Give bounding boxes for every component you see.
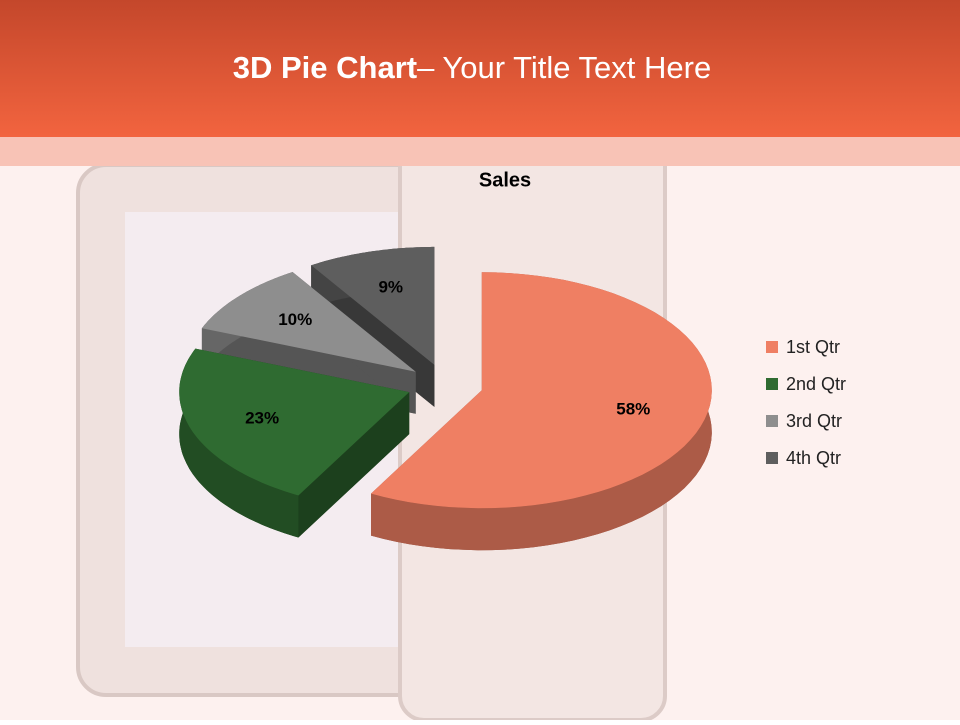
slide-title-rest: – Your Title Text Here	[417, 50, 711, 85]
pie-slice	[371, 272, 712, 509]
chart-title: Sales	[479, 169, 531, 191]
legend-label: 3rd Qtr	[786, 411, 842, 431]
legend-swatch	[766, 378, 778, 390]
legend-swatch	[766, 415, 778, 427]
pie: 9% 10% 58% 23%	[179, 246, 712, 551]
legend-label: 2nd Qtr	[786, 374, 846, 394]
legend-swatch	[766, 452, 778, 464]
pie-slice	[201, 272, 416, 372]
data-label: 23%	[245, 409, 279, 428]
data-label: 10%	[278, 310, 312, 329]
data-label: 58%	[616, 400, 650, 419]
header-bar	[0, 0, 960, 137]
slice-wall	[371, 272, 712, 551]
data-label: 9%	[378, 277, 403, 296]
slide-title-bold: 3D Pie Chart	[233, 50, 417, 85]
header-band	[0, 137, 960, 166]
slice-wall	[179, 348, 299, 538]
legend-label: 4th Qtr	[786, 448, 841, 468]
slide-title: 3D Pie Chart– Your Title Text Here	[233, 50, 711, 85]
legend-swatch	[766, 341, 778, 353]
legend-label: 1st Qtr	[786, 337, 840, 357]
pie-slice	[311, 246, 435, 365]
pie-slice	[179, 348, 410, 496]
legend: 1st Qtr 2nd Qtr 3rd Qtr 4th Qtr	[766, 337, 846, 468]
